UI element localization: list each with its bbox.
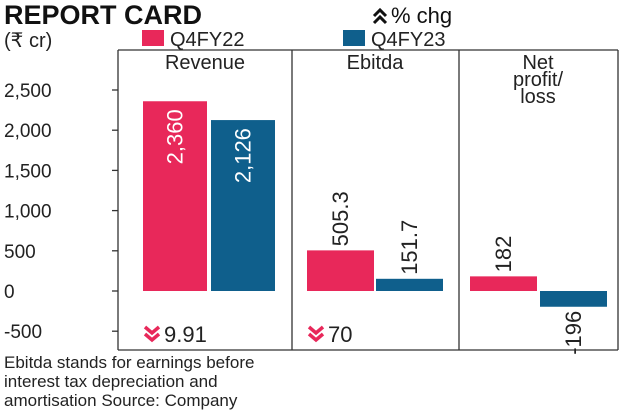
bar-q4fy23-1 bbox=[376, 278, 443, 291]
y-tick-label: 2,500 bbox=[4, 81, 52, 102]
bar-data-label: 2,126 bbox=[231, 128, 256, 183]
bar-data-label: 2,360 bbox=[163, 109, 188, 164]
chart-title: REPORT CARD bbox=[4, 0, 202, 30]
y-tick-label: 2,000 bbox=[4, 121, 52, 142]
footnote-line: Ebitda stands for earnings before bbox=[4, 353, 255, 372]
category-label: Revenue bbox=[165, 52, 245, 74]
percent-changes: 9.91 70 bbox=[143, 322, 352, 347]
y-tick-label: 500 bbox=[4, 242, 36, 263]
change-label: % chg bbox=[391, 3, 452, 28]
category-label: Ebitda bbox=[347, 52, 405, 74]
category-label: Net bbox=[522, 52, 554, 74]
bar-data-label: -196 bbox=[561, 311, 586, 355]
bar-data-label: 505.3 bbox=[328, 191, 353, 246]
category-label: loss bbox=[520, 86, 556, 108]
double-chevron-down-icon bbox=[143, 325, 161, 343]
legend-swatch-q4fy23 bbox=[343, 30, 365, 46]
footnote-line: interest tax depreciation and bbox=[4, 372, 218, 391]
pct-change-value: 9.91 bbox=[164, 322, 207, 347]
category-label: profit/ bbox=[513, 69, 563, 91]
y-tick-label: 1,000 bbox=[4, 202, 52, 223]
y-tick-label: 0 bbox=[4, 282, 15, 303]
double-chevron-down-icon bbox=[307, 325, 325, 343]
legend-swatch-q4fy22 bbox=[142, 30, 164, 46]
double-chevron-up-icon bbox=[372, 7, 388, 25]
unit-label: (₹ cr) bbox=[4, 30, 52, 52]
pct-change-value: 70 bbox=[328, 322, 352, 347]
bar-data-labels: 2,360 2,126 505.3 151.7 182 -196 bbox=[163, 109, 587, 355]
bar-data-label: 151.7 bbox=[397, 220, 422, 275]
legend-label-q4fy22: Q4FY22 bbox=[170, 29, 244, 51]
bar-q4fy23-0 bbox=[211, 120, 275, 291]
y-tick-label: -500 bbox=[4, 322, 42, 343]
bar-q4fy22-0 bbox=[143, 101, 207, 291]
y-tick-label: 1,500 bbox=[4, 161, 52, 182]
bar-q4fy22-1 bbox=[307, 250, 374, 291]
bar-q4fy23-2 bbox=[540, 291, 607, 307]
y-axis-ticks: -500 0 500 1,000 1,500 2,000 2,500 bbox=[4, 81, 118, 343]
footnote: Ebitda stands for earnings before intere… bbox=[4, 353, 614, 410]
bar-q4fy22-2 bbox=[470, 276, 537, 291]
footnote-line: amortisation Source: Company bbox=[4, 391, 238, 410]
legend-label-q4fy23: Q4FY23 bbox=[371, 29, 445, 51]
bars bbox=[143, 101, 607, 307]
bar-data-label: 182 bbox=[491, 236, 516, 273]
